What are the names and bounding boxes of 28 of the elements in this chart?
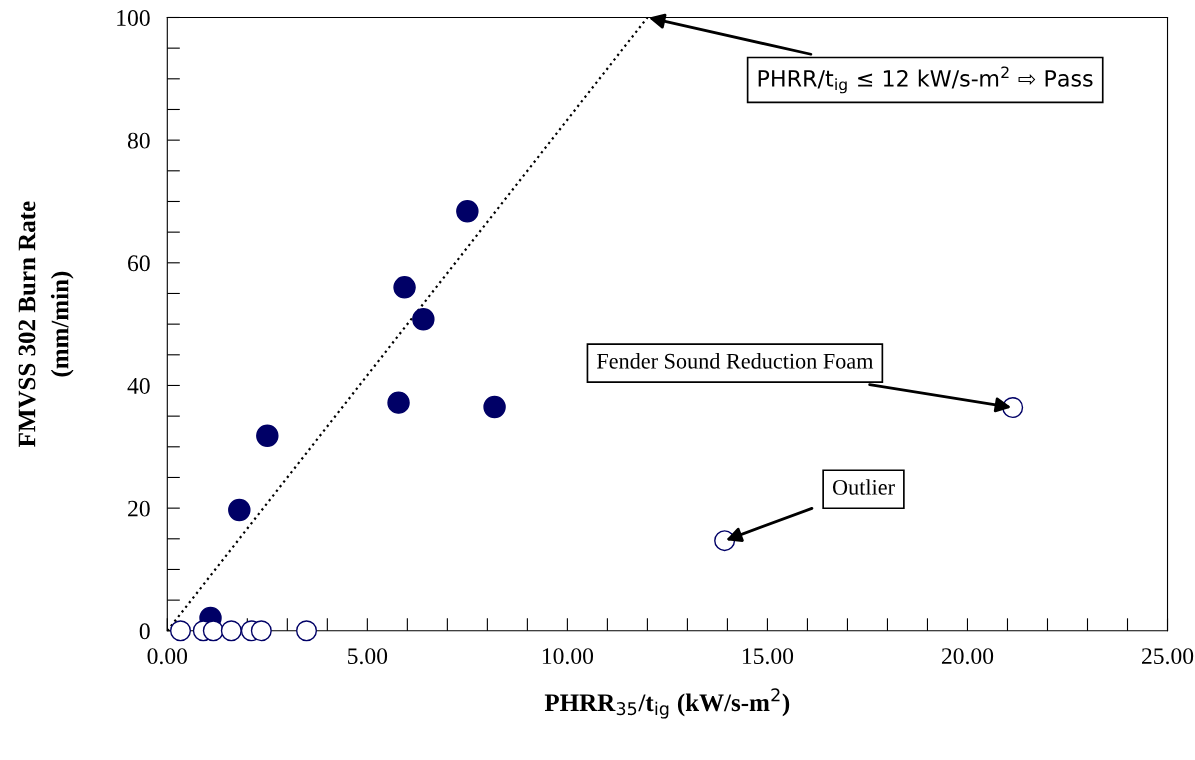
x-tick-label: 5.00 (348, 648, 388, 665)
point (456, 200, 479, 223)
x-tick-label: 20.00 (941, 648, 994, 665)
x-tick-label: 15.00 (742, 648, 794, 665)
x-tick-label: 25.00 (1141, 648, 1194, 665)
point (483, 395, 506, 419)
x-tick-label: 0.00 (147, 648, 188, 665)
y-axis-title: FMVSS 302 Burn Rate (mm/min) (18, 201, 74, 447)
y-tick-label: 80 (127, 132, 150, 149)
y-tick-label: 60 (128, 255, 150, 272)
annotation: PHRR/t$_{ig}$ ≤ 12 kW/s-m$^{2}$ ⇨ Pass (758, 66, 1093, 94)
point (393, 276, 416, 299)
point (412, 308, 435, 331)
y-tick-label: 100 (117, 9, 150, 26)
x-tick-label: 10.00 (542, 648, 594, 665)
annotation: Outlier (832, 479, 895, 495)
point (220, 620, 242, 642)
y-tick-label: 20 (128, 500, 150, 517)
y-tick-label: 40 (127, 377, 150, 394)
x-axis-title: PHRR$_{35}$/t$_{ig}$ (kW/s-m$^{2}$) (544, 688, 790, 719)
point (296, 620, 318, 642)
y-tick-label: 0 (139, 623, 150, 640)
point (250, 620, 272, 642)
point (256, 424, 279, 447)
point (228, 498, 251, 522)
annotation: Fender Sound Reduction Foam (596, 353, 874, 369)
point (387, 391, 410, 414)
point (202, 620, 224, 642)
